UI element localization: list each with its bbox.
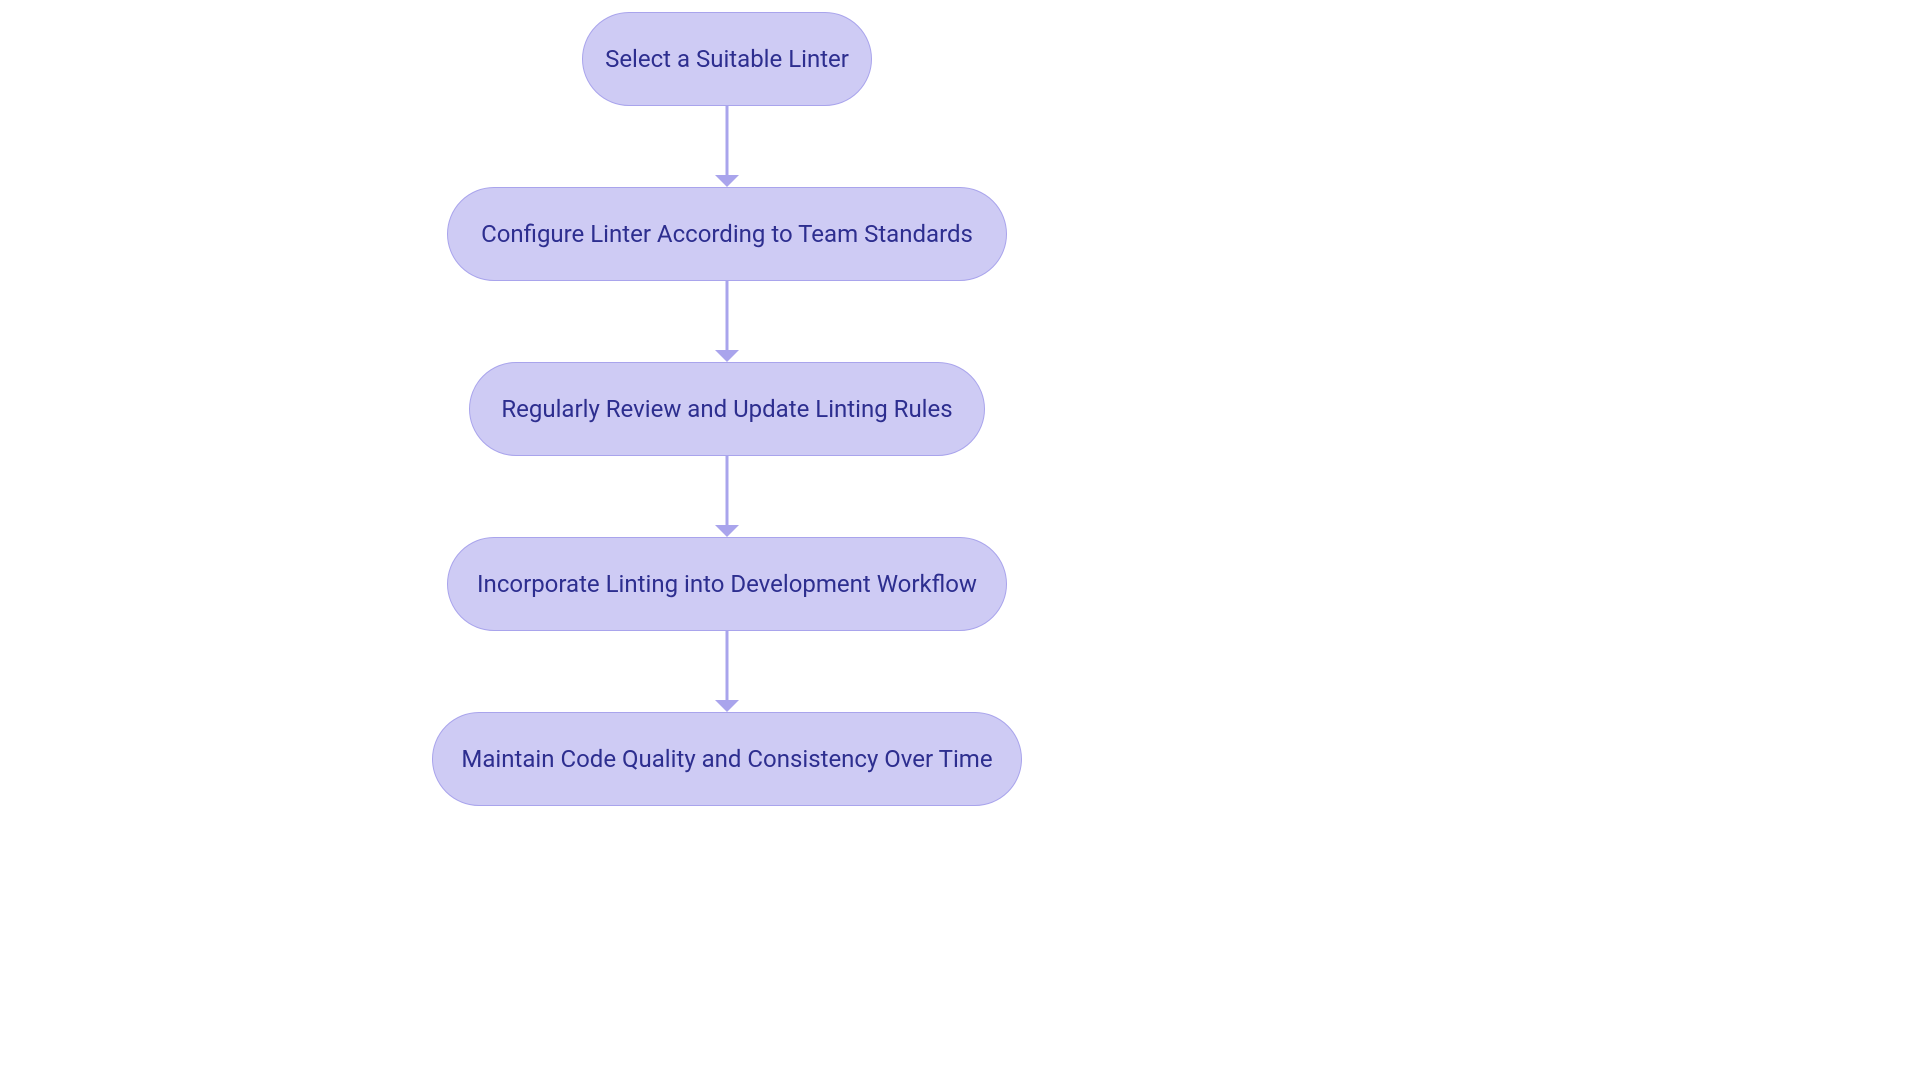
flowchart-node-label: Regularly Review and Update Linting Rule… bbox=[501, 395, 952, 423]
flowchart-node-2: Configure Linter According to Team Stand… bbox=[447, 187, 1007, 281]
flowchart-node-3: Regularly Review and Update Linting Rule… bbox=[469, 362, 985, 456]
flowchart-canvas: Select a Suitable Linter Configure Linter… bbox=[0, 0, 1920, 1080]
flowchart-node-5: Maintain Code Quality and Consistency Ov… bbox=[432, 712, 1022, 806]
flowchart-arrowhead-4 bbox=[715, 700, 739, 712]
flowchart-arrowhead-3 bbox=[715, 525, 739, 537]
flowchart-node-4: Incorporate Linting into Development Wor… bbox=[447, 537, 1007, 631]
flowchart-edge-3 bbox=[726, 456, 729, 525]
flowchart-node-label: Configure Linter According to Team Stand… bbox=[481, 220, 973, 248]
flowchart-edge-4 bbox=[726, 631, 729, 700]
flowchart-edge-2 bbox=[726, 281, 729, 350]
flowchart-edge-1 bbox=[726, 106, 729, 175]
flowchart-node-label: Select a Suitable Linter bbox=[605, 45, 849, 73]
flowchart-arrowhead-1 bbox=[715, 175, 739, 187]
flowchart-node-label: Maintain Code Quality and Consistency Ov… bbox=[461, 745, 992, 773]
flowchart-node-label: Incorporate Linting into Development Wor… bbox=[477, 570, 977, 598]
flowchart-node-1: Select a Suitable Linter bbox=[582, 12, 872, 106]
flowchart-arrowhead-2 bbox=[715, 350, 739, 362]
